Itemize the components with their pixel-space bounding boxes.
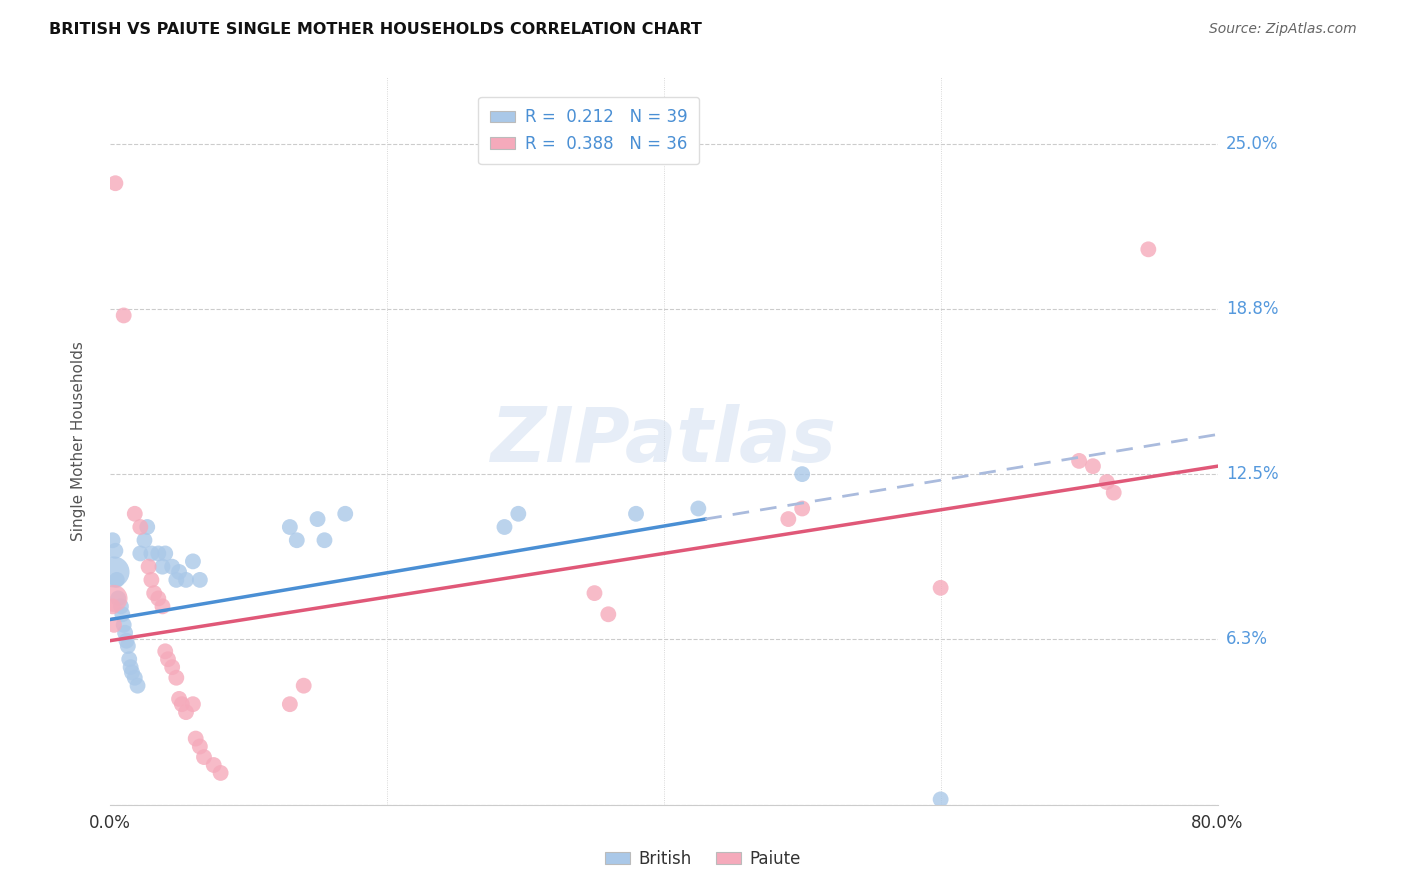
Point (156, 652, 179, 666)
Point (121, 665, 143, 680)
Point (129, 546, 152, 560)
Point (105, 573, 128, 587)
Point (278, 520, 301, 534)
Point (120, 660, 142, 674)
Point (134, 533, 156, 548)
Point (598, 607, 620, 622)
Point (141, 573, 163, 587)
Point (114, 625, 136, 640)
Point (138, 559, 160, 574)
Point (184, 731, 207, 746)
Point (141, 546, 163, 560)
Point (278, 697, 301, 711)
Point (285, 533, 308, 548)
Point (335, 507, 357, 521)
Point (307, 512, 329, 526)
Point (148, 546, 170, 560)
Point (104, 176, 127, 190)
Point (583, 586, 606, 600)
Point (143, 586, 166, 600)
Point (124, 507, 146, 521)
Point (1067, 454, 1090, 468)
Point (181, 554, 204, 568)
Point (292, 679, 315, 693)
Point (103, 591, 125, 606)
Point (165, 671, 187, 685)
Point (167, 692, 190, 706)
Point (778, 512, 800, 526)
Text: ZIPatlas: ZIPatlas (491, 404, 837, 478)
Point (118, 652, 141, 666)
Point (688, 501, 710, 516)
Point (174, 573, 197, 587)
Point (202, 758, 225, 772)
Point (193, 750, 215, 764)
Point (188, 739, 211, 754)
Point (101, 599, 124, 614)
Point (112, 309, 135, 323)
Text: Source: ZipAtlas.com: Source: ZipAtlas.com (1209, 22, 1357, 37)
Point (314, 533, 336, 548)
Y-axis label: Single Mother Households: Single Mother Households (72, 341, 86, 541)
Point (152, 599, 174, 614)
Point (209, 766, 232, 780)
Point (155, 644, 177, 658)
Point (508, 507, 530, 521)
Point (103, 618, 125, 632)
Point (127, 679, 149, 693)
Point (104, 543, 127, 558)
Point (101, 533, 124, 548)
Point (124, 671, 146, 685)
Point (181, 697, 204, 711)
Legend: British, Paiute: British, Paiute (598, 844, 808, 875)
Point (1137, 243, 1160, 257)
Point (792, 467, 814, 482)
Point (624, 507, 647, 521)
Point (155, 546, 177, 560)
Point (1081, 459, 1104, 474)
Point (111, 607, 134, 622)
Point (160, 660, 183, 674)
Point (129, 520, 152, 534)
Point (107, 591, 129, 606)
Point (165, 573, 187, 587)
Text: 18.8%: 18.8% (1226, 300, 1278, 318)
Point (117, 639, 139, 653)
Point (148, 591, 170, 606)
Point (167, 565, 190, 579)
Point (152, 559, 174, 574)
Point (1102, 485, 1125, 500)
Text: 25.0%: 25.0% (1226, 135, 1278, 153)
Point (792, 501, 814, 516)
Point (110, 599, 132, 614)
Point (494, 520, 516, 534)
Point (188, 573, 211, 587)
Point (929, 792, 952, 806)
Point (112, 618, 135, 632)
Point (103, 565, 125, 579)
Text: BRITISH VS PAIUTE SINGLE MOTHER HOUSEHOLDS CORRELATION CHART: BRITISH VS PAIUTE SINGLE MOTHER HOUSEHOL… (49, 22, 702, 37)
Legend: R =  0.212   N = 39, R =  0.388   N = 36: R = 0.212 N = 39, R = 0.388 N = 36 (478, 96, 699, 164)
Text: 6.3%: 6.3% (1226, 631, 1268, 648)
Text: 12.5%: 12.5% (1226, 465, 1278, 483)
Point (1095, 475, 1118, 489)
Point (929, 581, 952, 595)
Point (160, 559, 183, 574)
Point (174, 705, 197, 719)
Point (170, 697, 193, 711)
Point (136, 520, 159, 534)
Point (115, 633, 138, 648)
